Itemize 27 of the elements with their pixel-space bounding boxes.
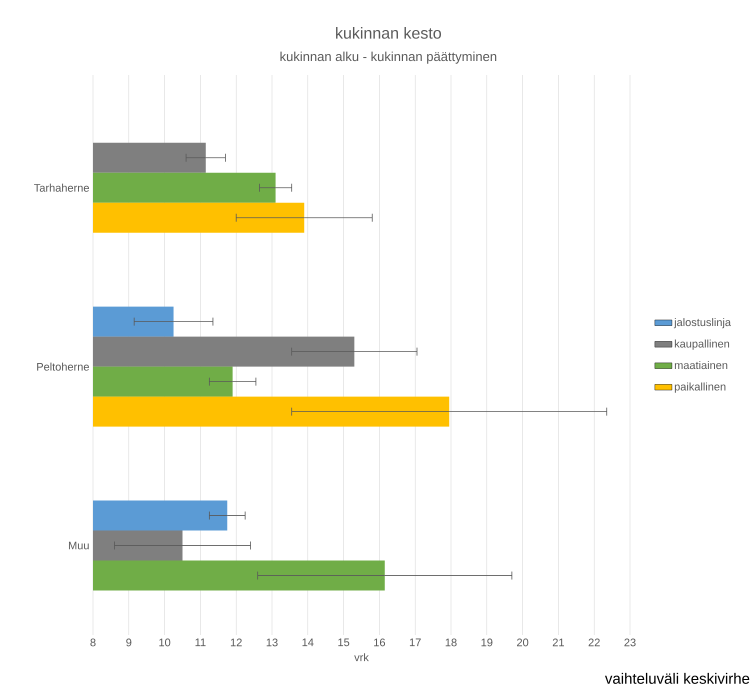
legend-label: jalostuslinja [674,318,731,328]
x-tick-label: 22 [588,638,600,646]
legend-label: paikallinen [674,382,726,393]
y-tick-label: Tarhaherne [34,184,89,192]
y-tick-label: Muu [68,542,89,550]
chart-subtitle: kukinnan alku - kukinnan päättyminen [280,52,496,64]
x-tick-label: 10 [159,638,170,646]
y-tick-label: Peltoherne [37,362,89,371]
x-tick-label: 15 [338,638,350,646]
x-tick-label: 9 [126,638,132,646]
x-tick-label: 12 [230,638,242,646]
x-tick-label: 14 [302,638,314,646]
x-tick-label: 17 [410,638,421,646]
x-tick-label: 21 [552,638,564,646]
x-tick-label: 19 [482,638,492,646]
text: vaihteluväli keskivirhe [604,672,750,684]
x-tick-label: 8 [90,638,96,646]
legend-label: kaupallinen [674,340,730,350]
x-tick-label: 20 [517,638,528,646]
x-tick-label: 18 [446,638,457,646]
legend-label: maatiainen [674,361,728,370]
x-tick-label: 13 [266,638,278,646]
chart-title: kukinnan kesto [336,27,442,39]
x-tick-label: 16 [374,638,386,646]
x-tick-label: 23 [624,638,636,646]
x-axis-title: vrk [354,653,369,662]
x-tick-label: 11 [196,638,206,646]
